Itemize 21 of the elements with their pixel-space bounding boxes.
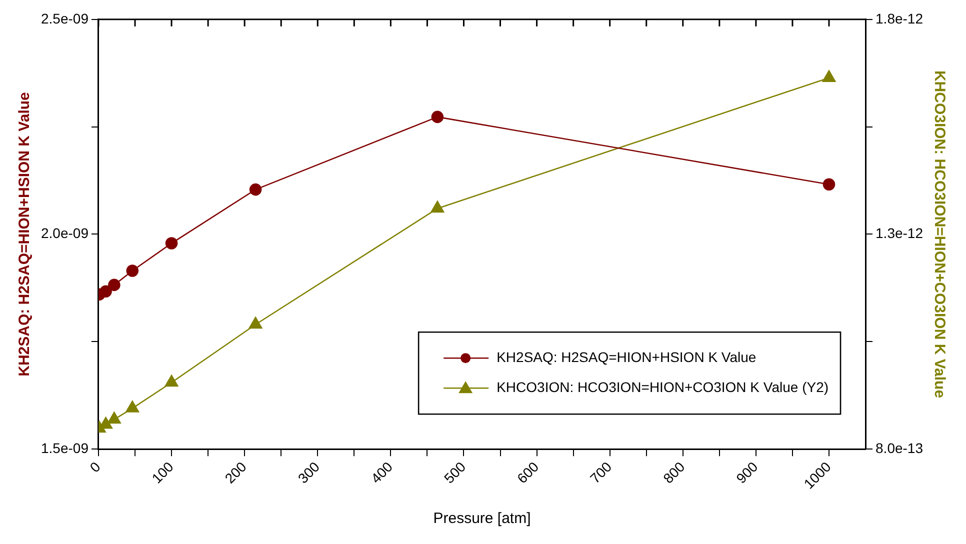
x-tick-label: 900	[732, 458, 761, 486]
legend-label: KH2SAQ: H2SAQ=HION+HSION K Value	[496, 348, 756, 365]
x-tick-label: 800	[660, 458, 688, 486]
x-tick-label: 300	[294, 458, 323, 486]
x-tick-label: 200	[222, 458, 250, 486]
x-tick-label: 400	[368, 458, 396, 486]
y-axis-title: KH2SAQ: H2SAQ=HION+HSION K Value	[16, 92, 34, 376]
x-tick-label: 500	[440, 458, 469, 486]
y2-tick-label: 1.3e-12	[876, 225, 924, 242]
y-tick-label: 2.0e-09	[41, 225, 89, 242]
y2-tick-label: 8.0e-13	[876, 440, 924, 456]
y-tick-label: 2.5e-09	[41, 10, 89, 26]
x-tick-label: 0	[86, 458, 104, 476]
y2-tick-label: 1.8e-12	[876, 10, 924, 26]
x-tick-label: 700	[586, 458, 615, 486]
y-tick-label: 1.5e-09	[41, 440, 89, 456]
x-tick-label: 600	[514, 458, 542, 486]
legend-label: KHCO3ION: HCO3ION=HION+CO3ION K Value (Y2)	[496, 378, 829, 395]
x-axis-title: Pressure [atm]	[433, 510, 531, 528]
x-tick-label: 100	[148, 458, 177, 486]
y2-axis-title: KHCO3ION: HCO3ION=HION+CO3ION K Value	[930, 70, 948, 398]
